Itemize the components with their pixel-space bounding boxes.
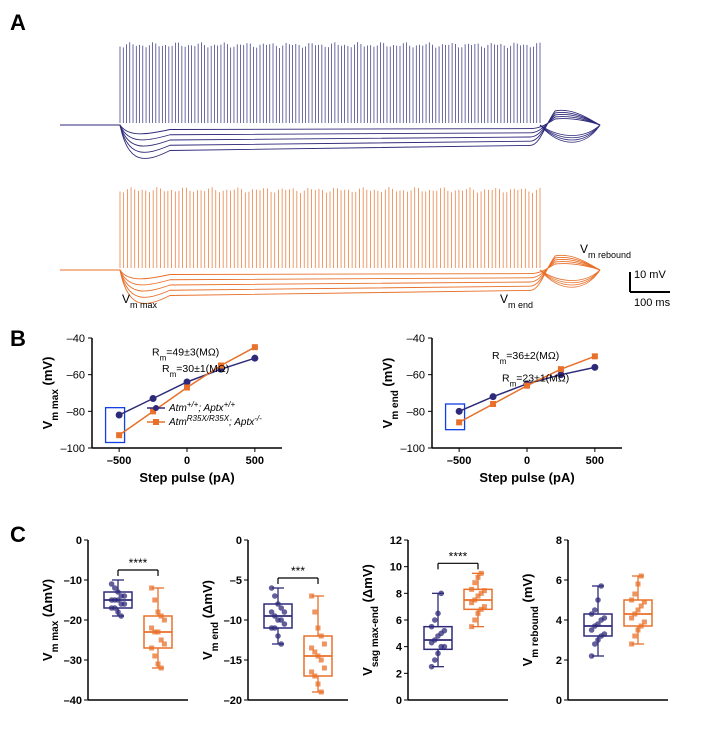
svg-text:–100: –100 xyxy=(401,443,425,455)
svg-text:0: 0 xyxy=(184,455,190,467)
svg-text:Rm=49±3(MΩ): Rm=49±3(MΩ) xyxy=(152,347,219,363)
svg-text:Atm+/+; Aptx+/+: Atm+/+; Aptx+/+ xyxy=(168,400,235,415)
svg-text:0: 0 xyxy=(396,695,402,707)
svg-text:Vm rebound: Vm rebound xyxy=(580,242,631,260)
svg-text:Vm end (ΔmV): Vm end (ΔmV) xyxy=(200,580,221,660)
svg-text:–40: –40 xyxy=(67,333,85,345)
svg-text:***: *** xyxy=(291,564,305,578)
svg-text:10 mV: 10 mV xyxy=(634,269,666,281)
svg-text:Vm max (mV): Vm max (mV) xyxy=(40,357,61,430)
svg-text:–100: –100 xyxy=(61,443,85,455)
svg-text:–20: –20 xyxy=(224,695,242,707)
svg-text:4: 4 xyxy=(556,615,563,627)
svg-text:6: 6 xyxy=(396,615,402,627)
svg-text:8: 8 xyxy=(396,588,402,600)
panel-a: A Vm max Vm end Vm rebound10 mV 100 ms xyxy=(10,10,693,320)
svg-text:–40: –40 xyxy=(64,695,82,707)
svg-text:12: 12 xyxy=(390,535,402,547)
svg-text:–40: –40 xyxy=(407,333,425,345)
svg-text:Vm end: Vm end xyxy=(500,292,533,310)
svg-text:Step pulse (pA): Step pulse (pA) xyxy=(479,470,574,485)
panel-b-label: B xyxy=(10,326,26,352)
svg-text:–10: –10 xyxy=(224,615,242,627)
svg-text:0: 0 xyxy=(76,535,82,547)
svg-text:****: **** xyxy=(449,549,468,563)
svg-text:****: **** xyxy=(129,556,148,570)
svg-text:Vm end (mV): Vm end (mV) xyxy=(380,358,401,429)
panel-c-charts: –40 –30 –20 –10 0 Vm max (ΔmV) **** –20 –15 –10 –5… xyxy=(30,522,690,742)
svg-text:Vm max: Vm max xyxy=(122,292,158,310)
figure-container: A Vm max Vm end Vm rebound10 mV 100 ms B –1… xyxy=(10,10,693,742)
svg-text:0: 0 xyxy=(524,455,530,467)
svg-text:–10: –10 xyxy=(64,575,82,587)
svg-text:–60: –60 xyxy=(67,370,85,382)
svg-text:Rm=23±1(MΩ): Rm=23±1(MΩ) xyxy=(502,372,569,388)
svg-text:8: 8 xyxy=(556,535,562,547)
panel-b: B –100 –80 –60 –40 –500 0 500 Vm max (mV) Step p… xyxy=(10,326,693,516)
svg-text:4: 4 xyxy=(396,642,403,654)
svg-text:–80: –80 xyxy=(407,406,425,418)
svg-text:–15: –15 xyxy=(224,655,242,667)
svg-text:–60: –60 xyxy=(407,370,425,382)
svg-text:0: 0 xyxy=(236,535,242,547)
panel-a-traces: Vm max Vm end Vm rebound10 mV 100 ms xyxy=(40,10,680,320)
panel-c: C –40 –30 –20 –10 0 Vm max (ΔmV) **** –20 –15 –10… xyxy=(10,522,693,742)
svg-text:10: 10 xyxy=(390,562,402,574)
svg-text:–80: –80 xyxy=(67,406,85,418)
svg-text:Vsag max-end (ΔmV): Vsag max-end (ΔmV) xyxy=(360,564,381,676)
panel-a-label: A xyxy=(10,10,26,36)
svg-text:AtmR35X/R35X; Aptx-/-: AtmR35X/R35X; Aptx-/- xyxy=(168,414,262,429)
svg-text:–5: –5 xyxy=(230,575,242,587)
svg-text:Rm=36±2(MΩ): Rm=36±2(MΩ) xyxy=(492,350,559,366)
svg-text:Rm=30±1(MΩ): Rm=30±1(MΩ) xyxy=(162,363,229,379)
svg-text:–500: –500 xyxy=(447,455,471,467)
svg-text:0: 0 xyxy=(556,695,562,707)
svg-text:Vm max (ΔmV): Vm max (ΔmV) xyxy=(40,579,61,661)
svg-text:Vm rebound (mV): Vm rebound (mV) xyxy=(520,574,541,667)
svg-text:100 ms: 100 ms xyxy=(634,297,671,309)
svg-text:–30: –30 xyxy=(64,655,82,667)
svg-text:500: 500 xyxy=(246,455,264,467)
panel-c-label: C xyxy=(10,522,26,548)
svg-text:–20: –20 xyxy=(64,615,82,627)
svg-text:Step pulse (pA): Step pulse (pA) xyxy=(139,470,234,485)
svg-text:6: 6 xyxy=(556,575,562,587)
svg-text:–500: –500 xyxy=(107,455,131,467)
svg-text:2: 2 xyxy=(556,655,562,667)
svg-text:500: 500 xyxy=(586,455,604,467)
panel-b-charts: –100 –80 –60 –40 –500 0 500 Vm max (mV) Step pul… xyxy=(30,326,690,516)
svg-text:2: 2 xyxy=(396,668,402,680)
